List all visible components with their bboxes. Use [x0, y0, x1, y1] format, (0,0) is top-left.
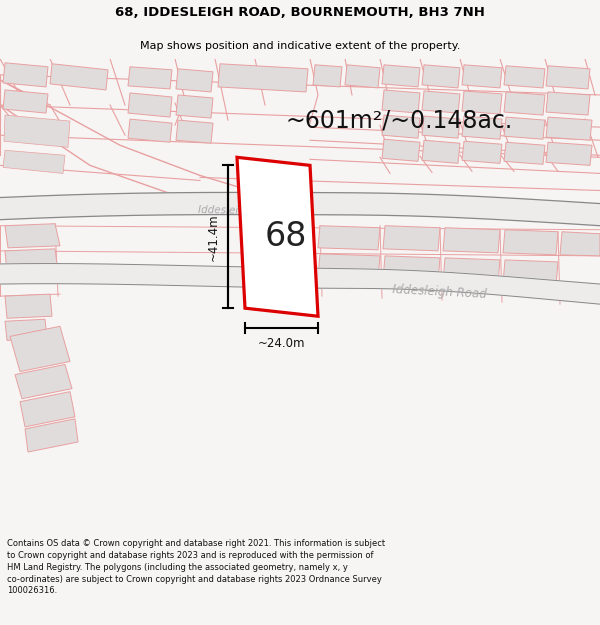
Polygon shape	[382, 115, 420, 138]
Polygon shape	[25, 419, 78, 452]
Polygon shape	[422, 65, 460, 88]
Polygon shape	[20, 392, 75, 427]
Polygon shape	[422, 116, 460, 138]
Polygon shape	[3, 150, 65, 173]
Polygon shape	[3, 62, 48, 87]
Polygon shape	[382, 139, 420, 161]
Polygon shape	[503, 230, 558, 255]
Polygon shape	[504, 117, 545, 139]
Polygon shape	[383, 226, 440, 251]
Polygon shape	[504, 142, 545, 164]
Polygon shape	[345, 65, 380, 88]
Text: Contains OS data © Crown copyright and database right 2021. This information is : Contains OS data © Crown copyright and d…	[7, 539, 385, 596]
Polygon shape	[560, 232, 600, 256]
Polygon shape	[504, 66, 545, 88]
Polygon shape	[504, 92, 545, 115]
Polygon shape	[176, 120, 213, 143]
Polygon shape	[15, 364, 72, 399]
Polygon shape	[313, 65, 342, 87]
Polygon shape	[462, 141, 502, 163]
Polygon shape	[128, 67, 172, 89]
Text: ~24.0m: ~24.0m	[258, 337, 305, 350]
Polygon shape	[128, 93, 172, 117]
Polygon shape	[422, 91, 460, 113]
Polygon shape	[176, 95, 213, 118]
Polygon shape	[5, 294, 52, 318]
Polygon shape	[546, 117, 592, 140]
Text: ~601m²/~0.148ac.: ~601m²/~0.148ac.	[285, 108, 512, 132]
Polygon shape	[546, 92, 590, 115]
Text: Iddesleigh Road: Iddesleigh Road	[198, 205, 282, 216]
Polygon shape	[383, 256, 440, 281]
Polygon shape	[382, 90, 420, 113]
Polygon shape	[546, 66, 590, 89]
Text: 68, IDDESLEIGH ROAD, BOURNEMOUTH, BH3 7NH: 68, IDDESLEIGH ROAD, BOURNEMOUTH, BH3 7N…	[115, 6, 485, 19]
Polygon shape	[318, 254, 380, 278]
Polygon shape	[128, 119, 172, 142]
Polygon shape	[422, 140, 460, 163]
Polygon shape	[3, 90, 48, 113]
Polygon shape	[443, 258, 500, 283]
Polygon shape	[10, 326, 70, 371]
Polygon shape	[443, 228, 500, 253]
Polygon shape	[462, 65, 502, 88]
Polygon shape	[318, 226, 380, 250]
Text: ~41.4m: ~41.4m	[207, 213, 220, 261]
Text: Map shows position and indicative extent of the property.: Map shows position and indicative extent…	[140, 41, 460, 51]
Polygon shape	[382, 65, 420, 87]
Polygon shape	[237, 158, 318, 316]
Polygon shape	[176, 69, 213, 92]
Polygon shape	[5, 319, 47, 341]
Polygon shape	[462, 91, 502, 114]
Polygon shape	[218, 64, 308, 92]
Polygon shape	[4, 115, 70, 148]
Polygon shape	[546, 142, 592, 166]
Polygon shape	[462, 116, 502, 139]
Polygon shape	[5, 249, 58, 273]
Text: 68: 68	[265, 220, 307, 253]
Text: Iddesleigh Road: Iddesleigh Road	[392, 283, 488, 301]
Polygon shape	[503, 260, 558, 285]
Polygon shape	[5, 224, 60, 248]
Polygon shape	[50, 64, 108, 90]
